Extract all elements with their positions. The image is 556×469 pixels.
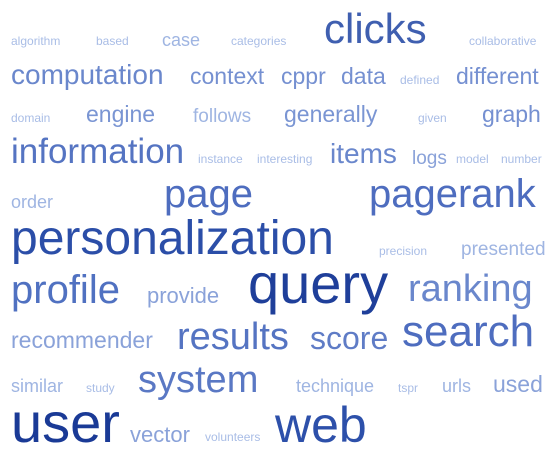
word-case[interactable]: case	[162, 30, 201, 50]
word-query[interactable]: query	[248, 252, 389, 315]
word-algorithm[interactable]: algorithm	[11, 34, 61, 48]
word-collaborative[interactable]: collaborative	[469, 34, 537, 48]
word-vector[interactable]: vector	[130, 422, 190, 447]
word-user[interactable]: user	[11, 391, 120, 454]
word-similar[interactable]: similar	[11, 376, 63, 396]
word-clicks[interactable]: clicks	[324, 5, 427, 52]
word-volunteers[interactable]: volunteers	[205, 430, 261, 444]
word-based[interactable]: based	[96, 34, 129, 48]
word-graph[interactable]: graph	[482, 101, 541, 127]
word-follows[interactable]: follows	[193, 106, 252, 127]
word-items[interactable]: items	[330, 138, 397, 169]
word-precision[interactable]: precision	[379, 244, 428, 258]
word-order[interactable]: order	[11, 192, 54, 212]
word-tspr[interactable]: tspr	[398, 381, 419, 395]
word-presented[interactable]: presented	[461, 239, 546, 260]
word-logs[interactable]: logs	[412, 148, 447, 169]
word-given[interactable]: given	[418, 111, 447, 125]
word-context[interactable]: context	[190, 63, 265, 89]
word-technique[interactable]: technique	[296, 376, 375, 396]
word-search[interactable]: search	[402, 307, 535, 356]
word-engine[interactable]: engine	[86, 101, 156, 127]
word-categories[interactable]: categories	[231, 34, 287, 48]
word-profile[interactable]: profile	[11, 268, 120, 312]
word-urls[interactable]: urls	[442, 376, 472, 396]
word-interesting[interactable]: interesting	[257, 152, 313, 166]
word-recommender[interactable]: recommender	[11, 327, 153, 353]
word-generally[interactable]: generally	[284, 101, 378, 127]
word-web[interactable]: web	[275, 397, 367, 453]
word-personalization[interactable]: personalization	[11, 212, 334, 265]
word-provide[interactable]: provide	[147, 283, 220, 308]
word-computation[interactable]: computation	[11, 59, 164, 90]
word-results[interactable]: results	[177, 316, 289, 358]
word-study[interactable]: study	[86, 381, 115, 395]
word-page[interactable]: page	[164, 172, 253, 216]
word-instance[interactable]: instance	[198, 152, 243, 166]
word-information[interactable]: information	[11, 132, 185, 171]
word-score[interactable]: score	[310, 320, 389, 356]
word-system[interactable]: system	[138, 359, 259, 401]
word-model[interactable]: model	[456, 152, 489, 166]
word-cppr[interactable]: cppr	[281, 63, 326, 89]
word-used[interactable]: used	[493, 371, 543, 397]
word-data[interactable]: data	[341, 63, 386, 89]
word-domain[interactable]: domain	[11, 111, 51, 125]
word-number[interactable]: number	[501, 152, 542, 166]
word-pagerank[interactable]: pagerank	[369, 172, 536, 216]
word-different[interactable]: different	[456, 63, 539, 89]
word-ranking[interactable]: ranking	[408, 268, 533, 310]
word-defined[interactable]: defined	[400, 73, 440, 87]
